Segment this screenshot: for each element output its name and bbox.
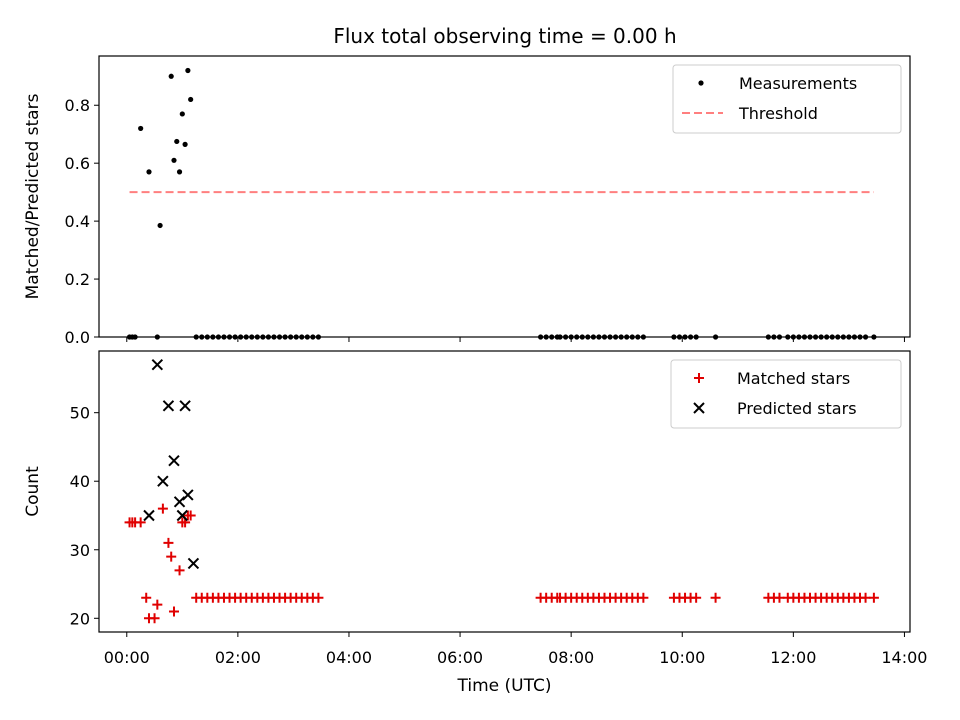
measurement-point (185, 67, 191, 74)
x-tick-label: 08:00 (548, 648, 594, 667)
y-tick-label: 30 (70, 541, 90, 560)
legend: Matched stars Predicted stars (670, 359, 902, 429)
x-tick-label: 10:00 (659, 648, 705, 667)
y-tick-label: 20 (70, 609, 90, 628)
plot-frame (98, 55, 911, 338)
legend-label: Predicted stars (737, 399, 857, 418)
legend-matched-swatch (694, 373, 704, 383)
x-tick-label: 02:00 (215, 648, 261, 667)
predicted-star-point (143, 509, 155, 522)
predicted-star-point (182, 489, 194, 501)
y-tick-label: 0.6 (65, 154, 90, 173)
predicted-star-point (157, 475, 169, 487)
y-tick-label: 40 (70, 472, 90, 491)
measurement-point (174, 138, 180, 145)
matched-star-point (710, 592, 721, 603)
matched-star-point (868, 592, 879, 603)
y-tick-label: 0.0 (65, 328, 90, 347)
matched-star-point (163, 537, 174, 548)
y-tick-label: 0.8 (65, 96, 90, 115)
measurement-point (171, 157, 177, 163)
matched-star-point (313, 592, 324, 603)
matched-star-point (135, 517, 146, 528)
measurement-point (179, 111, 185, 117)
measurement-point (182, 141, 188, 147)
predicted-star-point (162, 400, 175, 412)
matched-star-point (157, 503, 168, 514)
measurement-point (176, 169, 183, 175)
x-tick-label: 00:00 (104, 648, 150, 667)
ratio-panel: 0.0 0.2 0.4 0.6 0.8 Matched/Predicted stars Me… (23, 55, 911, 347)
legend-label: Threshold (738, 104, 818, 123)
measurement-point (188, 96, 194, 103)
predicted-star-point (173, 496, 186, 508)
matched-star-point (149, 613, 160, 624)
x-tick-label: 12:00 (770, 648, 816, 667)
y-axis-label: Matched/Predicted stars (23, 93, 43, 299)
matched-star-point (638, 592, 649, 603)
legend-label: Matched stars (737, 369, 850, 388)
predicted-star-point (187, 557, 200, 570)
legend-label: Measurements (739, 74, 857, 93)
legend-measurement-swatch (698, 80, 704, 86)
x-tick-label: 04:00 (326, 648, 372, 667)
y-tick-label: 50 (70, 404, 90, 423)
predicted-star-point (151, 358, 164, 371)
matched-star-point (185, 510, 196, 521)
matched-star-point (168, 606, 179, 617)
y-axis-label: Count (23, 466, 43, 517)
predicted-star-point (168, 454, 180, 467)
y-tick-label: 0.2 (65, 270, 90, 289)
legend: Measurements Threshold (672, 64, 902, 134)
legend-box (672, 64, 902, 134)
predicted-star-point (179, 400, 191, 412)
matched-star-point (152, 599, 163, 610)
x-axis-label: Time (UTC) (457, 676, 552, 696)
matched-star-point (166, 551, 177, 562)
y-tick-label: 0.4 (65, 212, 90, 231)
chart-title: Flux total observing time = 0.00 h (333, 24, 676, 48)
measurement-point (168, 73, 174, 79)
matched-star-point (691, 592, 702, 603)
measurement-point (138, 125, 144, 132)
x-tick-label: 06:00 (437, 648, 483, 667)
predicted-star-point (176, 509, 189, 522)
matched-star-point (141, 592, 152, 603)
x-tick-label: 14:00 (881, 648, 927, 667)
legend-box (670, 359, 902, 429)
legend-predicted-swatch (693, 402, 705, 414)
matched-star-point (174, 565, 185, 576)
count-panel: 20 30 40 50 00:00 02:00 04:00 06:00 08:00 10:00 12… (23, 350, 927, 696)
measurement-point (146, 169, 152, 175)
plot-frame (98, 350, 911, 633)
measurement-point (157, 222, 163, 229)
